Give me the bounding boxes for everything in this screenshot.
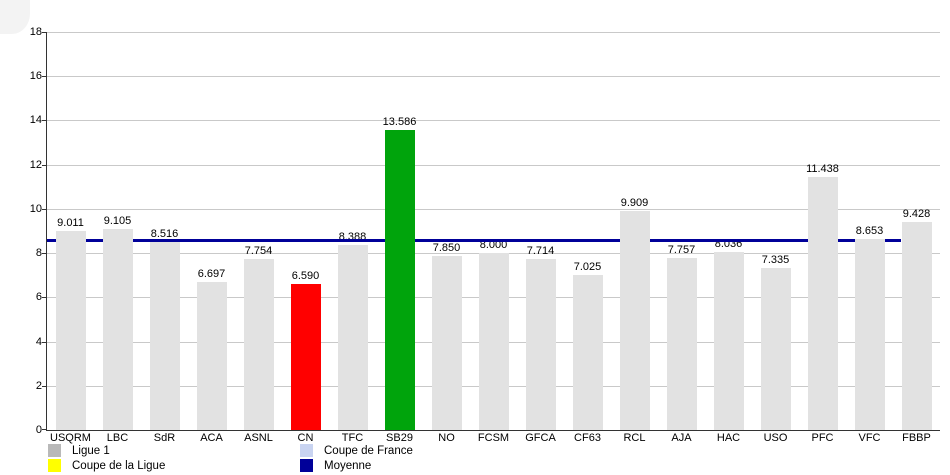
y-tick-label-2: 2 (35, 379, 42, 392)
bar-VFC (854, 238, 885, 430)
bar-USO (760, 267, 791, 430)
value-label-AJA: 7.757 (667, 244, 696, 257)
value-label-ACA: 6.697 (197, 267, 226, 280)
bar-RCL (619, 210, 650, 430)
y-tick-2 (42, 385, 47, 387)
value-label-PFC: 11.438 (806, 163, 839, 176)
gridline-y16 (47, 76, 940, 78)
y-tick-10 (42, 208, 47, 210)
x-label-FBBP: FBBP (902, 432, 931, 444)
average-line (47, 238, 901, 242)
bar-PFC (807, 177, 838, 430)
x-axis-line (46, 430, 940, 431)
y-tick-8 (42, 253, 47, 255)
y-tick-label-12: 12 (29, 158, 42, 171)
x-label-RCL: RCL (623, 432, 646, 444)
legend-label-ligue1: Ligue 1 (72, 445, 110, 457)
y-tick-14 (42, 120, 47, 122)
value-label-GFCA: 7.714 (526, 245, 555, 258)
value-label-USQRM: 9.011 (57, 216, 84, 229)
value-label-RCL: 9.909 (620, 196, 649, 209)
value-label-SdR: 8.516 (150, 227, 179, 240)
bar-SdR (149, 241, 180, 430)
value-label-CF63: 7.025 (573, 260, 602, 273)
bar-TFC (337, 244, 368, 430)
y-tick-label-10: 10 (29, 202, 42, 215)
bar-FCSM (478, 253, 509, 430)
x-label-USQRM: USQRM (50, 432, 91, 444)
legend-swatch-coupe-de-la-ligue (48, 459, 61, 472)
y-tick-label-18: 18 (29, 26, 42, 38)
x-label-CN: CN (297, 432, 314, 444)
x-label-LBC: LBC (106, 432, 129, 444)
x-label-ASNL: ASNL (244, 432, 273, 444)
legend-label-coupe-de-la-ligue: Coupe de la Ligue (72, 460, 166, 472)
legend-swatch-moyenne (300, 459, 313, 472)
gridline-y12 (47, 164, 940, 166)
x-label-CF63: CF63 (574, 432, 601, 444)
value-label-FBBP: 9.428 (902, 207, 931, 220)
x-label-SB29: SB29 (386, 432, 413, 444)
value-label-VFC: 8.653 (855, 224, 884, 237)
value-label-USO: 7.335 (761, 253, 790, 266)
value-label-FCSM: 8.000 (479, 239, 508, 252)
x-label-SdR: SdR (153, 432, 176, 444)
x-label-TFC: TFC (341, 432, 364, 444)
value-label-NO: 7.850 (432, 242, 461, 255)
legend-label-moyenne: Moyenne (324, 460, 372, 472)
plot-area: 9.011 9.105 8.516 6.697 7.754 6.590 8.388 13.58… (42, 32, 940, 430)
y-axis-line (46, 32, 47, 431)
gridline-y10 (47, 208, 940, 210)
bar-NO (431, 256, 462, 430)
bar-AJA (666, 258, 697, 430)
y-tick-label-14: 14 (29, 114, 42, 127)
gridline-y14 (47, 120, 940, 122)
bar-FBBP (901, 221, 932, 430)
y-tick-label-16: 16 (29, 70, 42, 83)
x-label-USO: USO (763, 432, 788, 444)
y-tick-18 (42, 32, 47, 33)
bar-CN (290, 284, 321, 430)
y-tick-label-6: 6 (35, 291, 42, 304)
x-label-ACA: ACA (200, 432, 223, 444)
y-tick-16 (42, 76, 47, 78)
y-tick-4 (42, 341, 47, 343)
y-tick-12 (42, 164, 47, 166)
y-tick-6 (42, 297, 47, 299)
bar-LBC (102, 228, 133, 430)
x-label-PFC: PFC (811, 432, 834, 444)
x-label-FCSM: FCSM (477, 432, 510, 444)
x-label-NO: NO (438, 432, 455, 444)
y-tick-label-0: 0 (35, 424, 42, 436)
bar-CF63 (572, 274, 603, 430)
bar-USQRM (55, 230, 86, 430)
bar-ASNL (243, 258, 274, 430)
x-label-HAC: HAC (716, 432, 741, 444)
legend-label-coupe-de-france: Coupe de France (324, 445, 413, 457)
x-label-GFCA: GFCA (525, 432, 556, 444)
value-label-SB29: 13.586 (382, 115, 417, 128)
value-label-LBC: 9.105 (103, 214, 132, 227)
x-label-AJA: AJA (671, 432, 692, 444)
y-tick-label-8: 8 (35, 247, 42, 260)
value-label-CN: 6.590 (291, 270, 320, 283)
bar-ACA (196, 281, 227, 430)
y-tick-label-4: 4 (35, 335, 42, 348)
legend-swatch-coupe-de-france (300, 444, 313, 457)
bar-GFCA (525, 259, 556, 430)
value-label-ASNL: 7.754 (244, 244, 273, 257)
x-label-VFC: VFC (858, 432, 881, 444)
legend-swatch-ligue1 (48, 444, 61, 457)
y-tick-0 (42, 429, 47, 430)
bar-SB29 (384, 129, 415, 430)
bar-HAC (713, 252, 744, 430)
gridline-y18 (47, 32, 940, 33)
